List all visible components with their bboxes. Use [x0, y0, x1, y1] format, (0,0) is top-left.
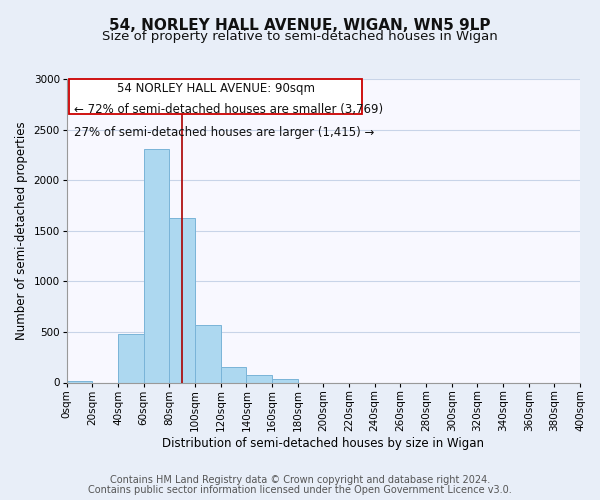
Text: Size of property relative to semi-detached houses in Wigan: Size of property relative to semi-detach… [102, 30, 498, 43]
Text: 54 NORLEY HALL AVENUE: 90sqm: 54 NORLEY HALL AVENUE: 90sqm [116, 82, 314, 95]
Bar [195, 325, 221, 382]
Bar [144, 149, 169, 382]
Bar [169, 218, 195, 382]
Bar [247, 375, 272, 382]
Y-axis label: Number of semi-detached properties: Number of semi-detached properties [15, 122, 28, 340]
Text: ← 72% of semi-detached houses are smaller (3,769): ← 72% of semi-detached houses are smalle… [74, 104, 383, 117]
Bar [221, 368, 247, 382]
FancyBboxPatch shape [70, 79, 362, 114]
X-axis label: Distribution of semi-detached houses by size in Wigan: Distribution of semi-detached houses by … [163, 437, 484, 450]
Text: 27% of semi-detached houses are larger (1,415) →: 27% of semi-detached houses are larger (… [74, 126, 375, 139]
Bar [272, 380, 298, 382]
Text: 54, NORLEY HALL AVENUE, WIGAN, WN5 9LP: 54, NORLEY HALL AVENUE, WIGAN, WN5 9LP [109, 18, 491, 32]
Text: Contains public sector information licensed under the Open Government Licence v3: Contains public sector information licen… [88, 485, 512, 495]
Bar [118, 334, 144, 382]
Text: Contains HM Land Registry data © Crown copyright and database right 2024.: Contains HM Land Registry data © Crown c… [110, 475, 490, 485]
